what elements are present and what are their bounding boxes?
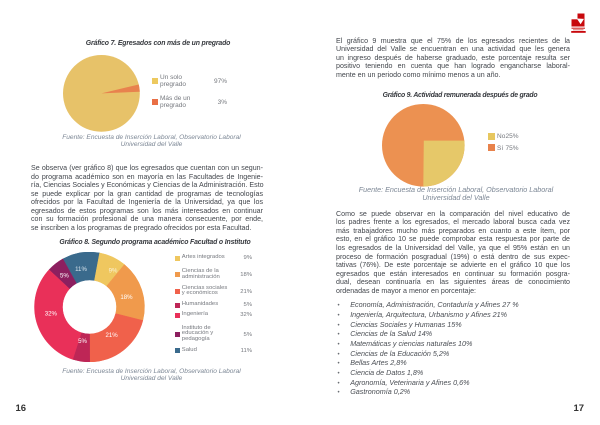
svg-text:21%: 21%: [105, 332, 118, 339]
svg-text:11%: 11%: [75, 266, 87, 273]
svg-text:5%: 5%: [78, 338, 87, 345]
svg-text:32%: 32%: [45, 311, 58, 318]
svg-text:9%: 9%: [109, 267, 118, 274]
svg-text:18%: 18%: [120, 294, 133, 301]
svg-text:5%: 5%: [60, 273, 69, 280]
